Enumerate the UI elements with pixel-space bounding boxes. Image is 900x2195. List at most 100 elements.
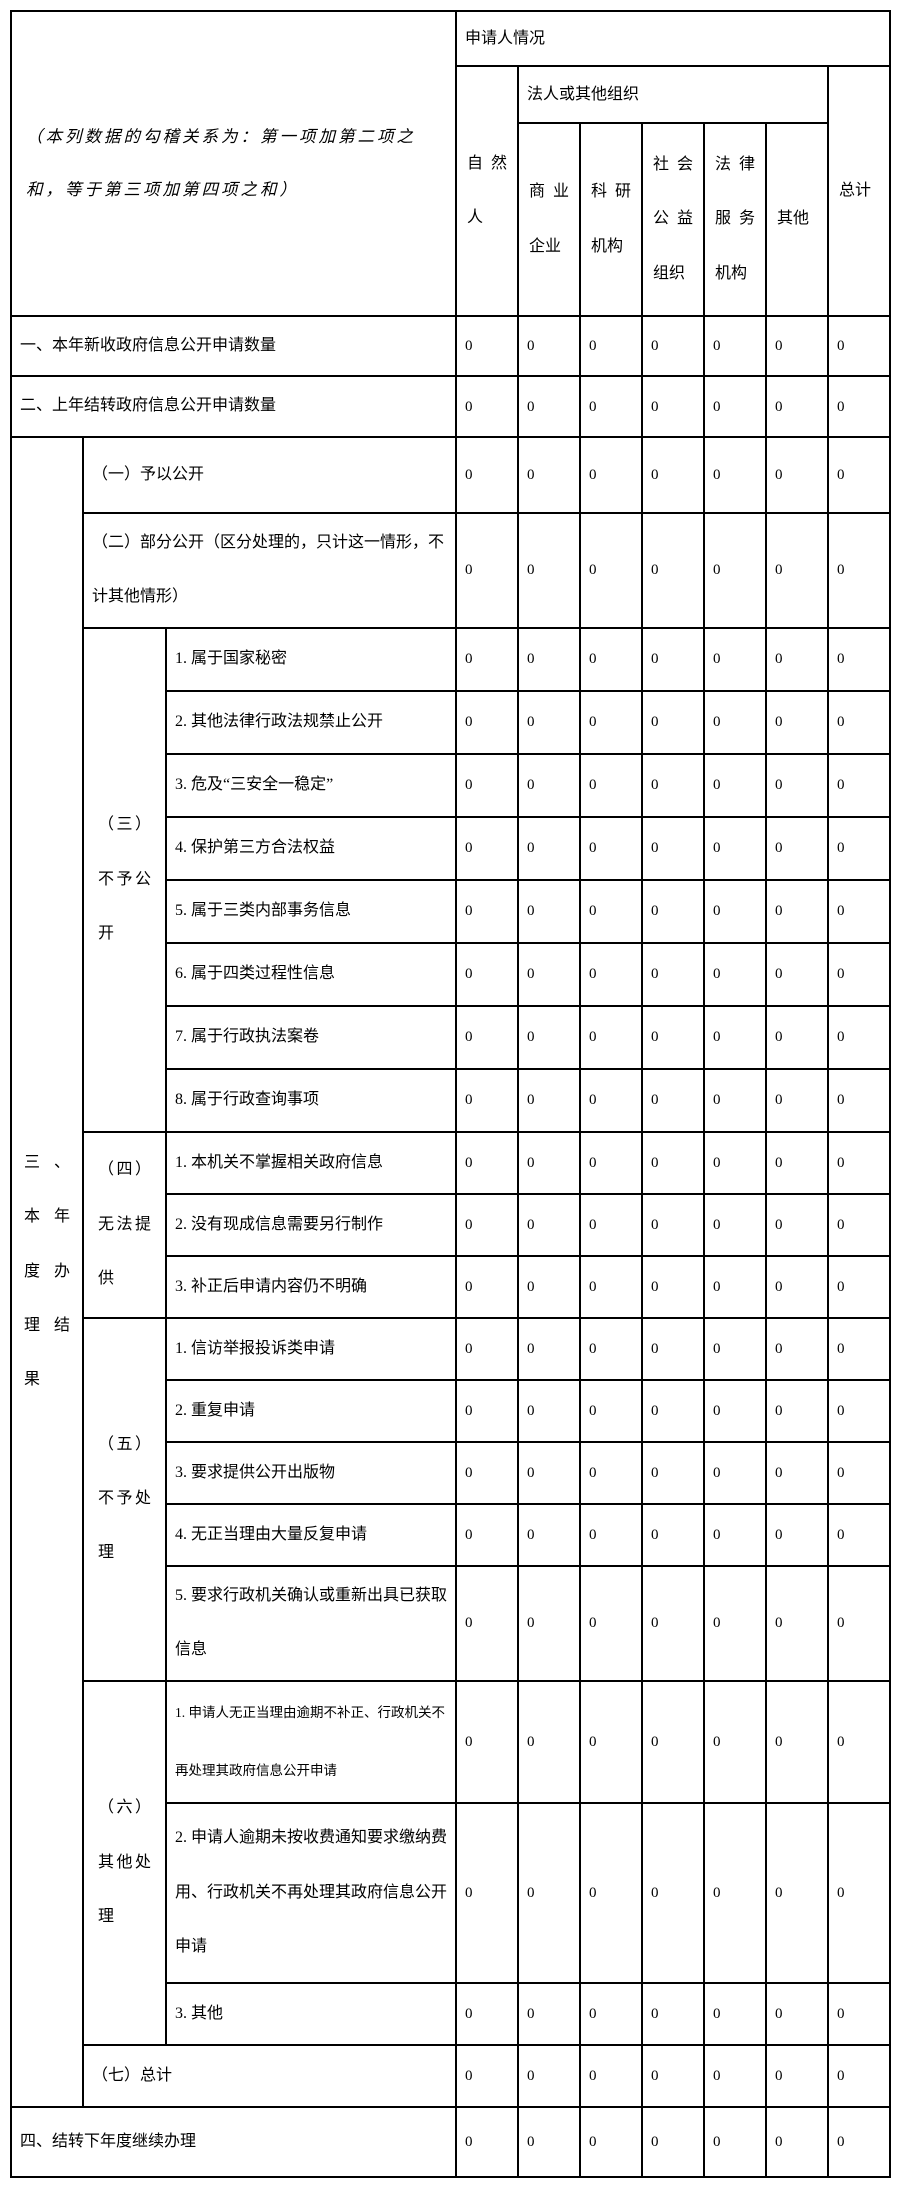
value-cell: 0 [765, 941, 829, 1007]
value-cell: 0 [517, 878, 581, 944]
header-col-commercial-enterprise: 商业企业 [517, 122, 581, 317]
value-cell: 0 [703, 314, 767, 378]
value-cell: 0 [517, 689, 581, 755]
value-cell: 0 [517, 2043, 581, 2108]
value-cell: 0 [826, 1316, 892, 1381]
row-label: 5. 属于三类内部事务信息 [165, 878, 457, 944]
value-cell: 0 [579, 1378, 643, 1443]
report-table: （本列数据的勾稽关系为：第一项加第二项之和，等于第三项加第四项之和） 申请人情况… [10, 10, 892, 2178]
value-cell: 0 [517, 375, 581, 438]
value-cell: 0 [826, 1004, 892, 1070]
value-cell: 0 [703, 2105, 767, 2178]
value-cell: 0 [579, 1440, 643, 1505]
row-label-new-requests: 一、本年新收政府信息公开申请数量 [10, 314, 457, 378]
value-cell: 0 [641, 1316, 705, 1381]
value-cell: 0 [703, 1801, 767, 1984]
row-label-carried-over-requests: 二、上年结转政府信息公开申请数量 [10, 375, 457, 438]
row-label: 4. 保护第三方合法权益 [165, 815, 457, 881]
row-label: 3. 其他 [165, 1981, 457, 2046]
value-cell: 0 [765, 1316, 829, 1381]
value-cell: 0 [703, 1564, 767, 1682]
value-cell: 0 [641, 2043, 705, 2108]
value-cell: 0 [641, 1192, 705, 1257]
value-cell: 0 [641, 1254, 705, 1319]
value-cell: 0 [517, 1254, 581, 1319]
value-cell: 0 [641, 375, 705, 438]
value-cell: 0 [455, 2105, 519, 2178]
value-cell: 0 [703, 752, 767, 818]
value-cell: 0 [826, 941, 892, 1007]
value-cell: 0 [579, 1502, 643, 1567]
header-col-total: 总计 [826, 65, 892, 317]
value-cell: 0 [703, 1378, 767, 1443]
value-cell: 0 [826, 878, 892, 944]
value-cell: 0 [579, 1316, 643, 1381]
value-cell: 0 [826, 435, 892, 514]
value-cell: 0 [765, 1067, 829, 1133]
value-cell: 0 [641, 689, 705, 755]
value-cell: 0 [455, 375, 519, 438]
value-cell: 0 [455, 752, 519, 818]
value-cell: 0 [579, 941, 643, 1007]
row-label: 2. 其他法律行政法规禁止公开 [165, 689, 457, 755]
value-cell: 0 [765, 435, 829, 514]
value-cell: 0 [826, 626, 892, 692]
value-cell: 0 [765, 1440, 829, 1505]
value-cell: 0 [703, 1004, 767, 1070]
value-cell: 0 [517, 1502, 581, 1567]
row-label-disclosed: （一）予以公开 [82, 435, 457, 514]
value-cell: 0 [517, 626, 581, 692]
value-cell: 0 [703, 511, 767, 629]
header-col-natural-person: 自然人 [455, 65, 519, 317]
row-label: 1. 属于国家秘密 [165, 626, 457, 692]
value-cell: 0 [641, 1679, 705, 1804]
value-cell: 0 [826, 1130, 892, 1195]
value-cell: 0 [765, 1564, 829, 1682]
section-label-annual-results: 三、本年度办理结果 [10, 435, 84, 2108]
value-cell: 0 [765, 752, 829, 818]
row-label-subtotal: （七）总计 [82, 2043, 457, 2108]
value-cell: 0 [579, 1254, 643, 1319]
value-cell: 0 [517, 1679, 581, 1804]
value-cell: 0 [765, 1679, 829, 1804]
value-cell: 0 [579, 1067, 643, 1133]
value-cell: 0 [455, 941, 519, 1007]
group-label-not-disclosed: （三）不予公开 [82, 626, 167, 1133]
value-cell: 0 [517, 1067, 581, 1133]
value-cell: 0 [826, 1564, 892, 1682]
value-cell: 0 [579, 689, 643, 755]
value-cell: 0 [455, 1564, 519, 1682]
value-cell: 0 [826, 752, 892, 818]
value-cell: 0 [703, 1502, 767, 1567]
value-cell: 0 [579, 1981, 643, 2046]
value-cell: 0 [641, 1004, 705, 1070]
value-cell: 0 [703, 878, 767, 944]
value-cell: 0 [826, 1192, 892, 1257]
value-cell: 0 [579, 314, 643, 378]
value-cell: 0 [579, 1130, 643, 1195]
value-cell: 0 [826, 2043, 892, 2108]
group-label-unable-to-provide: （四）无法提供 [82, 1130, 167, 1319]
value-cell: 0 [826, 2105, 892, 2178]
value-cell: 0 [517, 1130, 581, 1195]
value-cell: 0 [455, 1130, 519, 1195]
row-label: 8. 属于行政查询事项 [165, 1067, 457, 1133]
value-cell: 0 [703, 375, 767, 438]
value-cell: 0 [703, 1981, 767, 2046]
row-label-partially-disclosed: （二）部分公开（区分处理的，只计这一情形，不计其他情形） [82, 511, 457, 629]
value-cell: 0 [641, 1378, 705, 1443]
value-cell: 0 [703, 1254, 767, 1319]
value-cell: 0 [455, 626, 519, 692]
value-cell: 0 [703, 1316, 767, 1381]
value-cell: 0 [517, 1981, 581, 2046]
value-cell: 0 [765, 689, 829, 755]
value-cell: 0 [579, 1004, 643, 1070]
value-cell: 0 [579, 2043, 643, 2108]
value-cell: 0 [765, 2043, 829, 2108]
value-cell: 0 [455, 1192, 519, 1257]
value-cell: 0 [455, 1801, 519, 1984]
value-cell: 0 [517, 1004, 581, 1070]
value-cell: 0 [517, 435, 581, 514]
value-cell: 0 [641, 314, 705, 378]
value-cell: 0 [517, 941, 581, 1007]
